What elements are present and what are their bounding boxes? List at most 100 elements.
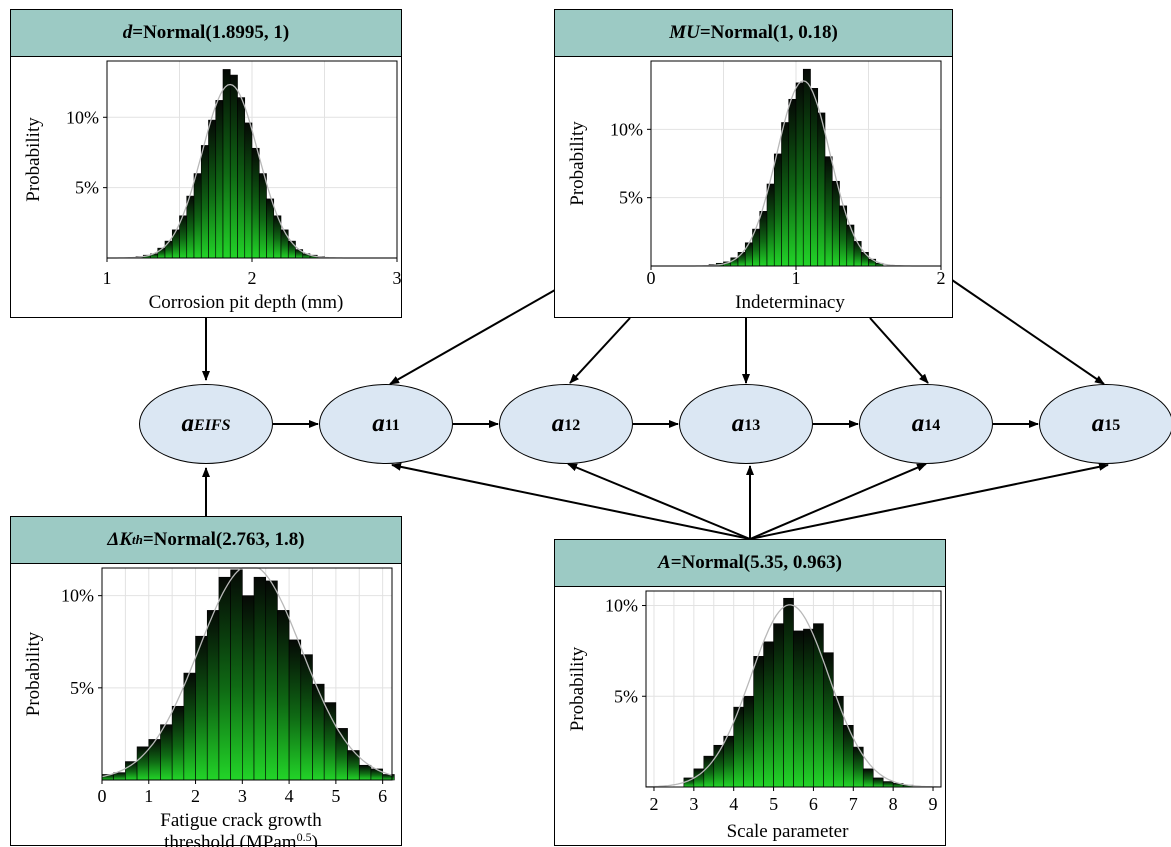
histogram-bar (783, 597, 794, 788)
histogram-bar (164, 240, 173, 259)
x-tick-label: 0 (647, 268, 656, 288)
histogram-bar (208, 119, 217, 259)
node-subscript: 13 (744, 417, 761, 434)
y-tick-label: 5% (70, 678, 94, 698)
histogram-bar (242, 595, 255, 781)
y-tick-label: 5% (614, 686, 638, 706)
histogram-bar (743, 695, 754, 788)
arrow-A-to-a14 (749, 463, 927, 540)
histogram-bar (763, 641, 774, 788)
x-tick-label: 1 (792, 268, 801, 288)
title-text: =Normal(2.763, 1.8) (142, 529, 305, 550)
node-base: a (731, 410, 745, 437)
node-aEIFS: a EIFS (139, 384, 273, 464)
x-tick-label: 7 (849, 794, 858, 814)
histogram-bar (171, 229, 180, 259)
x-tick-label: 0 (98, 786, 107, 806)
histogram-bar (160, 724, 173, 781)
arrow-mu-to-a11 (389, 289, 556, 385)
histogram-bar (244, 122, 253, 259)
x-tick-label: 3 (689, 794, 698, 814)
histogram-bar (759, 211, 768, 267)
title-text: =Normal(1, 0.18) (699, 22, 838, 43)
arrow-mu-to-a12 (569, 317, 631, 384)
histogram-bar (882, 781, 894, 788)
histogram-dk: 0 1 2 3 4 5 6 5% 10% Probability Fatigue crack gro… (23, 567, 395, 847)
histogram-bar (788, 98, 797, 267)
x-axis-label: Fatigue crack growth (160, 810, 322, 831)
y-axis-label: Probability (23, 631, 44, 716)
node-base: a (551, 410, 565, 437)
histogram-bar (183, 672, 196, 781)
fitted-normal-curve (645, 604, 941, 788)
histogram-bar (382, 774, 395, 781)
x-tick-label: 5 (331, 786, 340, 806)
node-base: a (181, 410, 195, 437)
y-axis-label: Probability (23, 117, 44, 202)
node-a12: a 12 (499, 384, 633, 464)
histogram-bar (222, 69, 231, 259)
x-tick-label: 1 (144, 786, 153, 806)
y-tick-label: 10% (66, 107, 99, 127)
plot-frame (645, 590, 942, 788)
histogram-bar (113, 772, 126, 781)
histogram-mu: 0 1 2 5% 10% Probability Indeterminacy (567, 60, 946, 313)
histogram-bar (810, 88, 819, 267)
x-tick-label: 6 (378, 786, 387, 806)
plot-frame (101, 567, 393, 781)
bars (135, 69, 325, 259)
histogram-bar (215, 100, 224, 259)
x-tick-label: 2 (191, 786, 200, 806)
x-tick-label: 9 (929, 794, 938, 814)
arrow-mu-to-a15 (951, 279, 1105, 385)
histogram-bar (846, 224, 855, 267)
histogram-bar (218, 576, 231, 781)
histogram-bar (831, 180, 840, 267)
y-axis-label: Probability (567, 646, 588, 731)
histogram-bar (277, 610, 290, 781)
bars (708, 68, 884, 267)
x-tick-label: 4 (285, 786, 294, 806)
node-base: a (372, 410, 385, 437)
histogram-bar (833, 695, 844, 788)
title-text: =Normal(5.35, 0.963) (670, 552, 842, 573)
histogram-bar (358, 764, 372, 781)
node-base: a (1091, 410, 1105, 437)
panel-d-title: d =Normal(1.8995, 1) (11, 10, 401, 57)
histogram-bar (872, 777, 884, 788)
histogram-bar (280, 229, 289, 259)
panel-mu-distribution: MU =Normal(1, 0.18) 0 1 2 5% 10% Probability In… (554, 9, 953, 318)
title-text: =Normal(1.8995, 1) (132, 22, 290, 43)
x-tick-label: 3 (393, 268, 402, 288)
panel-A-distribution: A =Normal(5.35, 0.963) 2 3 4 5 6 7 8 9 5% 10% Proba… (554, 539, 946, 846)
histogram-bar (265, 580, 278, 781)
histogram-bar (781, 122, 790, 267)
x-tick-label: 2 (248, 268, 257, 288)
node-subscript: 15 (1104, 417, 1121, 434)
histogram-bar (186, 195, 195, 259)
histogram-bar (862, 768, 874, 788)
node-subscript: 11 (384, 417, 400, 434)
node-a11: a 11 (319, 384, 453, 464)
node-a13: a 13 (679, 384, 813, 464)
panel-A-title: A =Normal(5.35, 0.963) (555, 540, 945, 587)
histogram-bar (229, 74, 238, 259)
y-tick-label: 10% (605, 596, 638, 616)
x-tick-label: 2 (649, 794, 658, 814)
x-tick-label: 6 (809, 794, 818, 814)
histogram-bar (860, 252, 869, 267)
x-axis-label-line2: threshold (MPam0.5) (164, 830, 318, 847)
title-variable: MU (669, 22, 700, 43)
histogram-bar (793, 630, 804, 788)
histogram-bar (766, 183, 775, 267)
histogram-bar (853, 241, 862, 267)
y-tick-label: 10% (61, 586, 94, 606)
histogram-bar (200, 145, 209, 259)
histogram-bar (753, 656, 764, 788)
x-axis-label: Indeterminacy (735, 292, 845, 313)
histogram-bar (266, 198, 275, 259)
histogram-bar (237, 97, 246, 259)
bars (683, 597, 914, 788)
x-tick-label: 3 (238, 786, 247, 806)
